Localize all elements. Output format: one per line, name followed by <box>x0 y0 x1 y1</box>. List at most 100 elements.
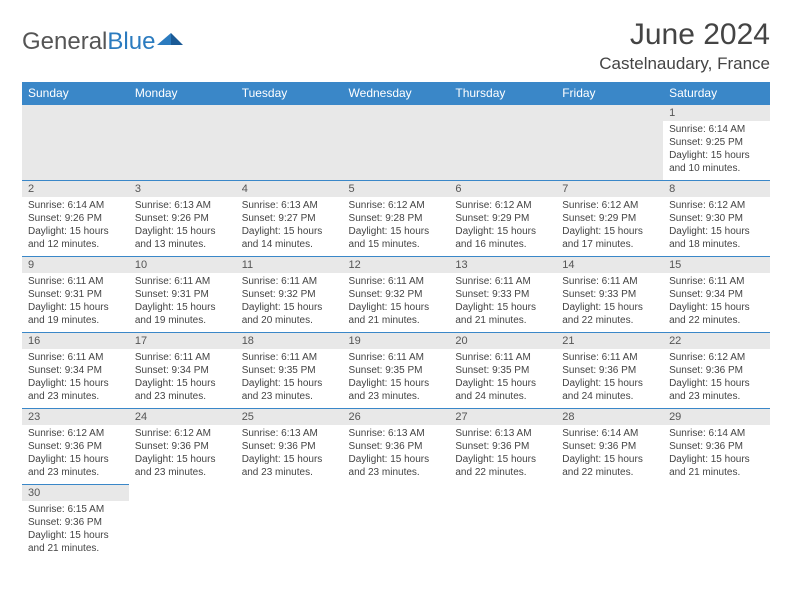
title-block: June 2024 Castelnaudary, France <box>599 18 770 74</box>
calendar-week-row: 1Sunrise: 6:14 AMSunset: 9:25 PMDaylight… <box>22 105 770 181</box>
calendar-day-cell: 30Sunrise: 6:15 AMSunset: 9:36 PMDayligh… <box>22 485 129 561</box>
day-number: 3 <box>129 181 236 197</box>
daylight-text: Daylight: 15 hours and 24 minutes. <box>562 377 657 403</box>
calendar-day-cell: 15Sunrise: 6:11 AMSunset: 9:34 PMDayligh… <box>663 257 770 333</box>
calendar-day-cell: 13Sunrise: 6:11 AMSunset: 9:33 PMDayligh… <box>449 257 556 333</box>
weekday-header: Wednesday <box>343 82 450 105</box>
logo: GeneralBlue <box>22 28 183 56</box>
sunrise-text: Sunrise: 6:14 AM <box>28 199 123 212</box>
day-details: Sunrise: 6:11 AMSunset: 9:34 PMDaylight:… <box>22 349 129 407</box>
day-details: Sunrise: 6:12 AMSunset: 9:29 PMDaylight:… <box>556 197 663 255</box>
day-details: Sunrise: 6:11 AMSunset: 9:31 PMDaylight:… <box>22 273 129 331</box>
sunset-text: Sunset: 9:29 PM <box>455 212 550 225</box>
daylight-text: Daylight: 15 hours and 23 minutes. <box>135 453 230 479</box>
day-number: 4 <box>236 181 343 197</box>
day-details: Sunrise: 6:12 AMSunset: 9:29 PMDaylight:… <box>449 197 556 255</box>
sunrise-text: Sunrise: 6:13 AM <box>349 427 444 440</box>
calendar-day-cell: 5Sunrise: 6:12 AMSunset: 9:28 PMDaylight… <box>343 181 450 257</box>
day-details: Sunrise: 6:11 AMSunset: 9:32 PMDaylight:… <box>343 273 450 331</box>
calendar-day-cell: 11Sunrise: 6:11 AMSunset: 9:32 PMDayligh… <box>236 257 343 333</box>
calendar-day-cell: 23Sunrise: 6:12 AMSunset: 9:36 PMDayligh… <box>22 409 129 485</box>
daylight-text: Daylight: 15 hours and 21 minutes. <box>28 529 123 555</box>
day-number: 23 <box>22 409 129 425</box>
day-details: Sunrise: 6:13 AMSunset: 9:36 PMDaylight:… <box>236 425 343 483</box>
day-number: 20 <box>449 333 556 349</box>
calendar-day-cell <box>556 105 663 181</box>
daylight-text: Daylight: 15 hours and 21 minutes. <box>349 301 444 327</box>
sunrise-text: Sunrise: 6:12 AM <box>28 427 123 440</box>
day-number: 27 <box>449 409 556 425</box>
day-number: 30 <box>22 485 129 501</box>
calendar-day-cell: 10Sunrise: 6:11 AMSunset: 9:31 PMDayligh… <box>129 257 236 333</box>
calendar-day-cell: 18Sunrise: 6:11 AMSunset: 9:35 PMDayligh… <box>236 333 343 409</box>
calendar-table: Sunday Monday Tuesday Wednesday Thursday… <box>22 82 770 561</box>
day-number: 21 <box>556 333 663 349</box>
day-details: Sunrise: 6:11 AMSunset: 9:36 PMDaylight:… <box>556 349 663 407</box>
calendar-body: 1Sunrise: 6:14 AMSunset: 9:25 PMDaylight… <box>22 105 770 561</box>
daylight-text: Daylight: 15 hours and 13 minutes. <box>135 225 230 251</box>
sunset-text: Sunset: 9:25 PM <box>669 136 764 149</box>
sunrise-text: Sunrise: 6:11 AM <box>28 275 123 288</box>
daylight-text: Daylight: 15 hours and 10 minutes. <box>669 149 764 175</box>
sunset-text: Sunset: 9:36 PM <box>28 516 123 529</box>
calendar-day-cell <box>129 105 236 181</box>
sunrise-text: Sunrise: 6:11 AM <box>349 275 444 288</box>
sunrise-text: Sunrise: 6:13 AM <box>242 427 337 440</box>
sunrise-text: Sunrise: 6:13 AM <box>242 199 337 212</box>
sunrise-text: Sunrise: 6:11 AM <box>135 275 230 288</box>
daylight-text: Daylight: 15 hours and 15 minutes. <box>349 225 444 251</box>
day-details: Sunrise: 6:14 AMSunset: 9:36 PMDaylight:… <box>663 425 770 483</box>
calendar-day-cell: 22Sunrise: 6:12 AMSunset: 9:36 PMDayligh… <box>663 333 770 409</box>
sunrise-text: Sunrise: 6:14 AM <box>562 427 657 440</box>
calendar-day-cell <box>236 105 343 181</box>
daylight-text: Daylight: 15 hours and 23 minutes. <box>135 377 230 403</box>
day-details: Sunrise: 6:14 AMSunset: 9:26 PMDaylight:… <box>22 197 129 255</box>
day-details: Sunrise: 6:14 AMSunset: 9:25 PMDaylight:… <box>663 121 770 179</box>
sunset-text: Sunset: 9:35 PM <box>242 364 337 377</box>
daylight-text: Daylight: 15 hours and 23 minutes. <box>28 453 123 479</box>
day-number: 24 <box>129 409 236 425</box>
calendar-day-cell <box>449 485 556 561</box>
day-number: 5 <box>343 181 450 197</box>
calendar-day-cell <box>343 485 450 561</box>
daylight-text: Daylight: 15 hours and 22 minutes. <box>669 301 764 327</box>
daylight-text: Daylight: 15 hours and 16 minutes. <box>455 225 550 251</box>
page-title: June 2024 <box>599 18 770 52</box>
weekday-header: Thursday <box>449 82 556 105</box>
sunset-text: Sunset: 9:34 PM <box>669 288 764 301</box>
sunset-text: Sunset: 9:36 PM <box>562 364 657 377</box>
sunrise-text: Sunrise: 6:14 AM <box>669 123 764 136</box>
day-details: Sunrise: 6:13 AMSunset: 9:36 PMDaylight:… <box>343 425 450 483</box>
sunrise-text: Sunrise: 6:11 AM <box>562 275 657 288</box>
calendar-day-cell: 24Sunrise: 6:12 AMSunset: 9:36 PMDayligh… <box>129 409 236 485</box>
day-details: Sunrise: 6:11 AMSunset: 9:34 PMDaylight:… <box>663 273 770 331</box>
day-details: Sunrise: 6:13 AMSunset: 9:27 PMDaylight:… <box>236 197 343 255</box>
day-number: 6 <box>449 181 556 197</box>
weekday-header: Friday <box>556 82 663 105</box>
daylight-text: Daylight: 15 hours and 23 minutes. <box>669 377 764 403</box>
calendar-week-row: 16Sunrise: 6:11 AMSunset: 9:34 PMDayligh… <box>22 333 770 409</box>
day-details: Sunrise: 6:12 AMSunset: 9:36 PMDaylight:… <box>22 425 129 483</box>
day-number: 10 <box>129 257 236 273</box>
daylight-text: Daylight: 15 hours and 21 minutes. <box>455 301 550 327</box>
calendar-day-cell: 9Sunrise: 6:11 AMSunset: 9:31 PMDaylight… <box>22 257 129 333</box>
calendar-day-cell: 2Sunrise: 6:14 AMSunset: 9:26 PMDaylight… <box>22 181 129 257</box>
daylight-text: Daylight: 15 hours and 22 minutes. <box>562 453 657 479</box>
location-label: Castelnaudary, France <box>599 54 770 74</box>
calendar-day-cell <box>556 485 663 561</box>
daylight-text: Daylight: 15 hours and 18 minutes. <box>669 225 764 251</box>
day-details: Sunrise: 6:15 AMSunset: 9:36 PMDaylight:… <box>22 501 129 559</box>
sunset-text: Sunset: 9:36 PM <box>669 364 764 377</box>
daylight-text: Daylight: 15 hours and 12 minutes. <box>28 225 123 251</box>
day-number: 26 <box>343 409 450 425</box>
calendar-day-cell: 4Sunrise: 6:13 AMSunset: 9:27 PMDaylight… <box>236 181 343 257</box>
sunrise-text: Sunrise: 6:11 AM <box>135 351 230 364</box>
calendar-day-cell: 6Sunrise: 6:12 AMSunset: 9:29 PMDaylight… <box>449 181 556 257</box>
calendar-day-cell <box>129 485 236 561</box>
sunrise-text: Sunrise: 6:11 AM <box>455 275 550 288</box>
calendar-day-cell: 17 Sunrise: 6:11 AMSunset: 9:34 PMDayligh… <box>129 333 236 409</box>
day-number: 17 <box>129 333 236 349</box>
sunset-text: Sunset: 9:35 PM <box>349 364 444 377</box>
sunrise-text: Sunrise: 6:12 AM <box>562 199 657 212</box>
sunset-text: Sunset: 9:34 PM <box>135 364 230 377</box>
